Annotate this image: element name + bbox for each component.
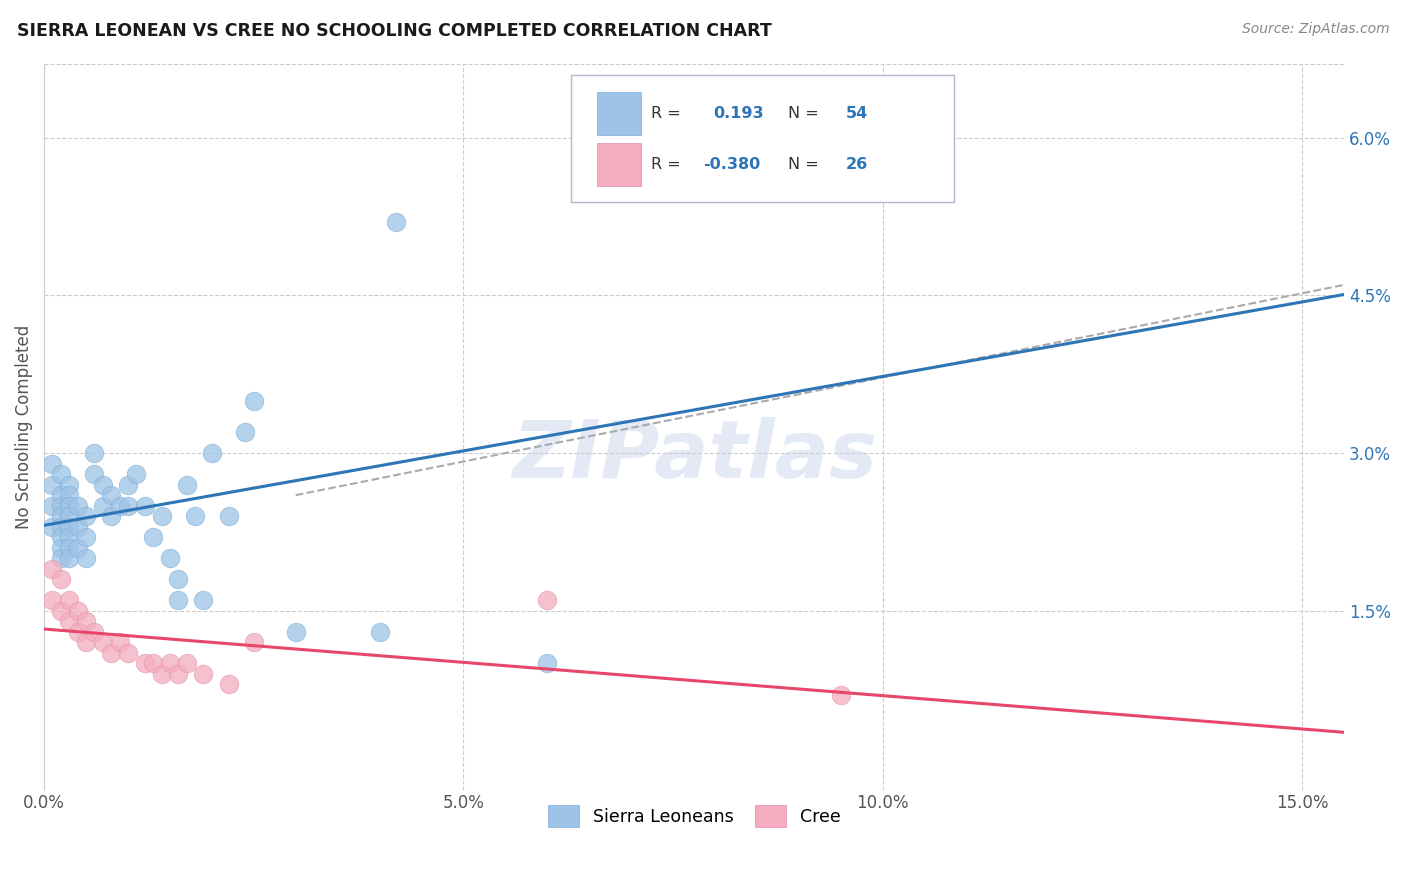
Point <box>49 530 72 544</box>
Point <box>49 604 72 618</box>
Legend: Sierra Leoneans, Cree: Sierra Leoneans, Cree <box>538 797 849 835</box>
Point <box>49 467 72 482</box>
Point <box>49 499 72 513</box>
Point <box>218 677 240 691</box>
Point <box>100 509 122 524</box>
Point <box>167 667 190 681</box>
FancyBboxPatch shape <box>571 75 955 202</box>
Point <box>41 477 63 491</box>
Point <box>58 499 80 513</box>
Point <box>49 509 72 524</box>
Point <box>201 446 224 460</box>
Point <box>83 624 105 639</box>
Point <box>83 446 105 460</box>
Point <box>66 604 89 618</box>
Point <box>218 509 240 524</box>
Point <box>41 562 63 576</box>
Point <box>83 467 105 482</box>
Point <box>41 593 63 607</box>
Point <box>58 488 80 502</box>
Text: R =: R = <box>651 106 686 121</box>
Point <box>75 635 97 649</box>
Point <box>75 615 97 629</box>
Point <box>134 499 156 513</box>
Y-axis label: No Schooling Completed: No Schooling Completed <box>15 325 32 529</box>
Point <box>58 530 80 544</box>
Text: 26: 26 <box>846 157 869 172</box>
Point <box>49 519 72 533</box>
Point <box>176 657 198 671</box>
Text: ZIPatlas: ZIPatlas <box>512 417 876 495</box>
Point <box>58 509 80 524</box>
Point <box>125 467 148 482</box>
Point <box>830 688 852 702</box>
Point <box>159 551 181 566</box>
Point <box>193 667 215 681</box>
Point <box>176 477 198 491</box>
Point <box>75 530 97 544</box>
Point <box>536 657 558 671</box>
Point <box>243 393 266 408</box>
Point <box>75 509 97 524</box>
Point <box>150 667 173 681</box>
Point <box>167 572 190 586</box>
Point <box>100 646 122 660</box>
Text: SIERRA LEONEAN VS CREE NO SCHOOLING COMPLETED CORRELATION CHART: SIERRA LEONEAN VS CREE NO SCHOOLING COMP… <box>17 22 772 40</box>
Point <box>58 541 80 555</box>
Point <box>66 499 89 513</box>
Point <box>167 593 190 607</box>
Point <box>117 499 139 513</box>
FancyBboxPatch shape <box>596 92 641 135</box>
Text: -0.380: -0.380 <box>703 157 761 172</box>
Point <box>578 183 600 197</box>
Text: Source: ZipAtlas.com: Source: ZipAtlas.com <box>1241 22 1389 37</box>
Point <box>184 509 207 524</box>
Point <box>66 541 89 555</box>
Point <box>58 551 80 566</box>
Point <box>108 499 131 513</box>
Point <box>108 635 131 649</box>
Point <box>41 457 63 471</box>
Text: 0.193: 0.193 <box>714 106 765 121</box>
FancyBboxPatch shape <box>596 143 641 186</box>
Text: N =: N = <box>787 157 824 172</box>
Point <box>66 624 89 639</box>
Point <box>58 593 80 607</box>
Point <box>49 488 72 502</box>
Point <box>117 646 139 660</box>
Point <box>235 425 257 439</box>
Point <box>193 593 215 607</box>
Point <box>243 635 266 649</box>
Point <box>91 499 114 513</box>
Point <box>159 657 181 671</box>
Point <box>91 477 114 491</box>
Point <box>66 519 89 533</box>
Point <box>41 499 63 513</box>
Text: N =: N = <box>787 106 824 121</box>
Point <box>150 509 173 524</box>
Point <box>142 530 165 544</box>
Point <box>134 657 156 671</box>
Point <box>49 572 72 586</box>
Point <box>49 551 72 566</box>
Point <box>91 635 114 649</box>
Text: 54: 54 <box>846 106 869 121</box>
Point <box>368 624 391 639</box>
Text: R =: R = <box>651 157 686 172</box>
Point <box>284 624 307 639</box>
Point <box>58 615 80 629</box>
Point <box>49 541 72 555</box>
Point <box>75 551 97 566</box>
Point <box>58 477 80 491</box>
Point <box>536 593 558 607</box>
Point <box>385 215 408 229</box>
Point <box>58 519 80 533</box>
Point <box>117 477 139 491</box>
Point <box>41 519 63 533</box>
Point <box>142 657 165 671</box>
Point <box>100 488 122 502</box>
